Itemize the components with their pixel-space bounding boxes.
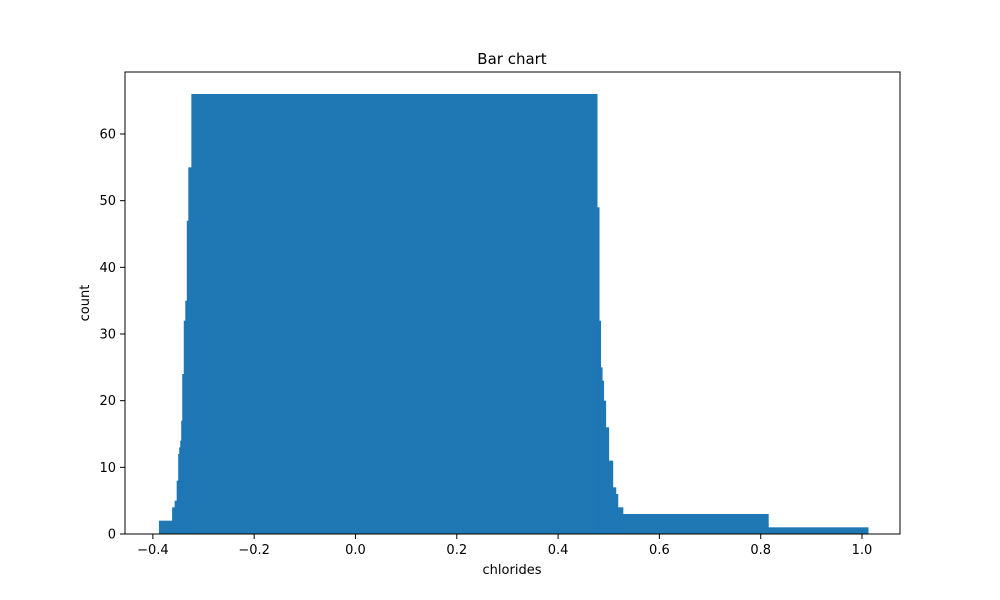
bar-1: [172, 507, 176, 534]
y-tick-label: 50: [99, 194, 116, 209]
bar-23: [617, 507, 624, 534]
x-axis: −0.4 −0.2 0.0 0.2 0.4 0.6 0.8 1.0: [137, 534, 872, 558]
y-tick-label: 30: [99, 328, 116, 343]
y-axis: 0 10 20 30 40 50 60: [99, 128, 125, 543]
x-tick-label: 0.8: [750, 543, 771, 558]
bar-18: [603, 400, 607, 534]
bar-22: [615, 494, 619, 534]
y-axis-label: count: [78, 285, 93, 322]
chart-title: Bar chart: [477, 50, 547, 68]
bar-6: [180, 440, 182, 534]
bar-17: [602, 380, 605, 534]
y-tick-label: 0: [108, 528, 116, 543]
bar-10: [185, 300, 188, 534]
x-tick-label: −0.4: [137, 543, 169, 558]
bar-7: [181, 420, 183, 534]
bar-group: [158, 94, 869, 535]
bar-19: [605, 427, 610, 534]
bar-21: [612, 487, 617, 534]
bar-3: [176, 480, 179, 534]
y-tick-label: 60: [99, 128, 116, 143]
y-tick-label: 10: [99, 461, 116, 476]
bar-4: [178, 454, 180, 534]
y-tick-label: 40: [99, 261, 116, 276]
bar-24: [622, 514, 769, 534]
bar-2: [174, 500, 178, 534]
x-tick-label: 0.2: [446, 543, 467, 558]
x-tick-label: 1.0: [852, 543, 873, 558]
bar-8: [182, 374, 185, 534]
bar-11: [186, 220, 189, 535]
bar-16: [600, 367, 603, 534]
bar-14: [597, 207, 600, 534]
x-axis-label: chlorides: [483, 563, 542, 578]
bar-12: [188, 167, 192, 534]
bar-5: [179, 447, 181, 534]
x-tick-label: −0.2: [238, 543, 270, 558]
bar-25: [768, 527, 869, 534]
plot-frame: [124, 71, 901, 535]
bar-9: [183, 320, 186, 534]
y-tick-label: 20: [99, 394, 116, 409]
x-tick-label: 0.0: [345, 543, 366, 558]
bar-20: [608, 460, 614, 534]
bar-0: [158, 520, 173, 534]
x-tick-label: 0.4: [548, 543, 569, 558]
bar-13: [191, 94, 598, 534]
bar-15: [599, 320, 602, 534]
x-tick-label: 0.6: [649, 543, 670, 558]
